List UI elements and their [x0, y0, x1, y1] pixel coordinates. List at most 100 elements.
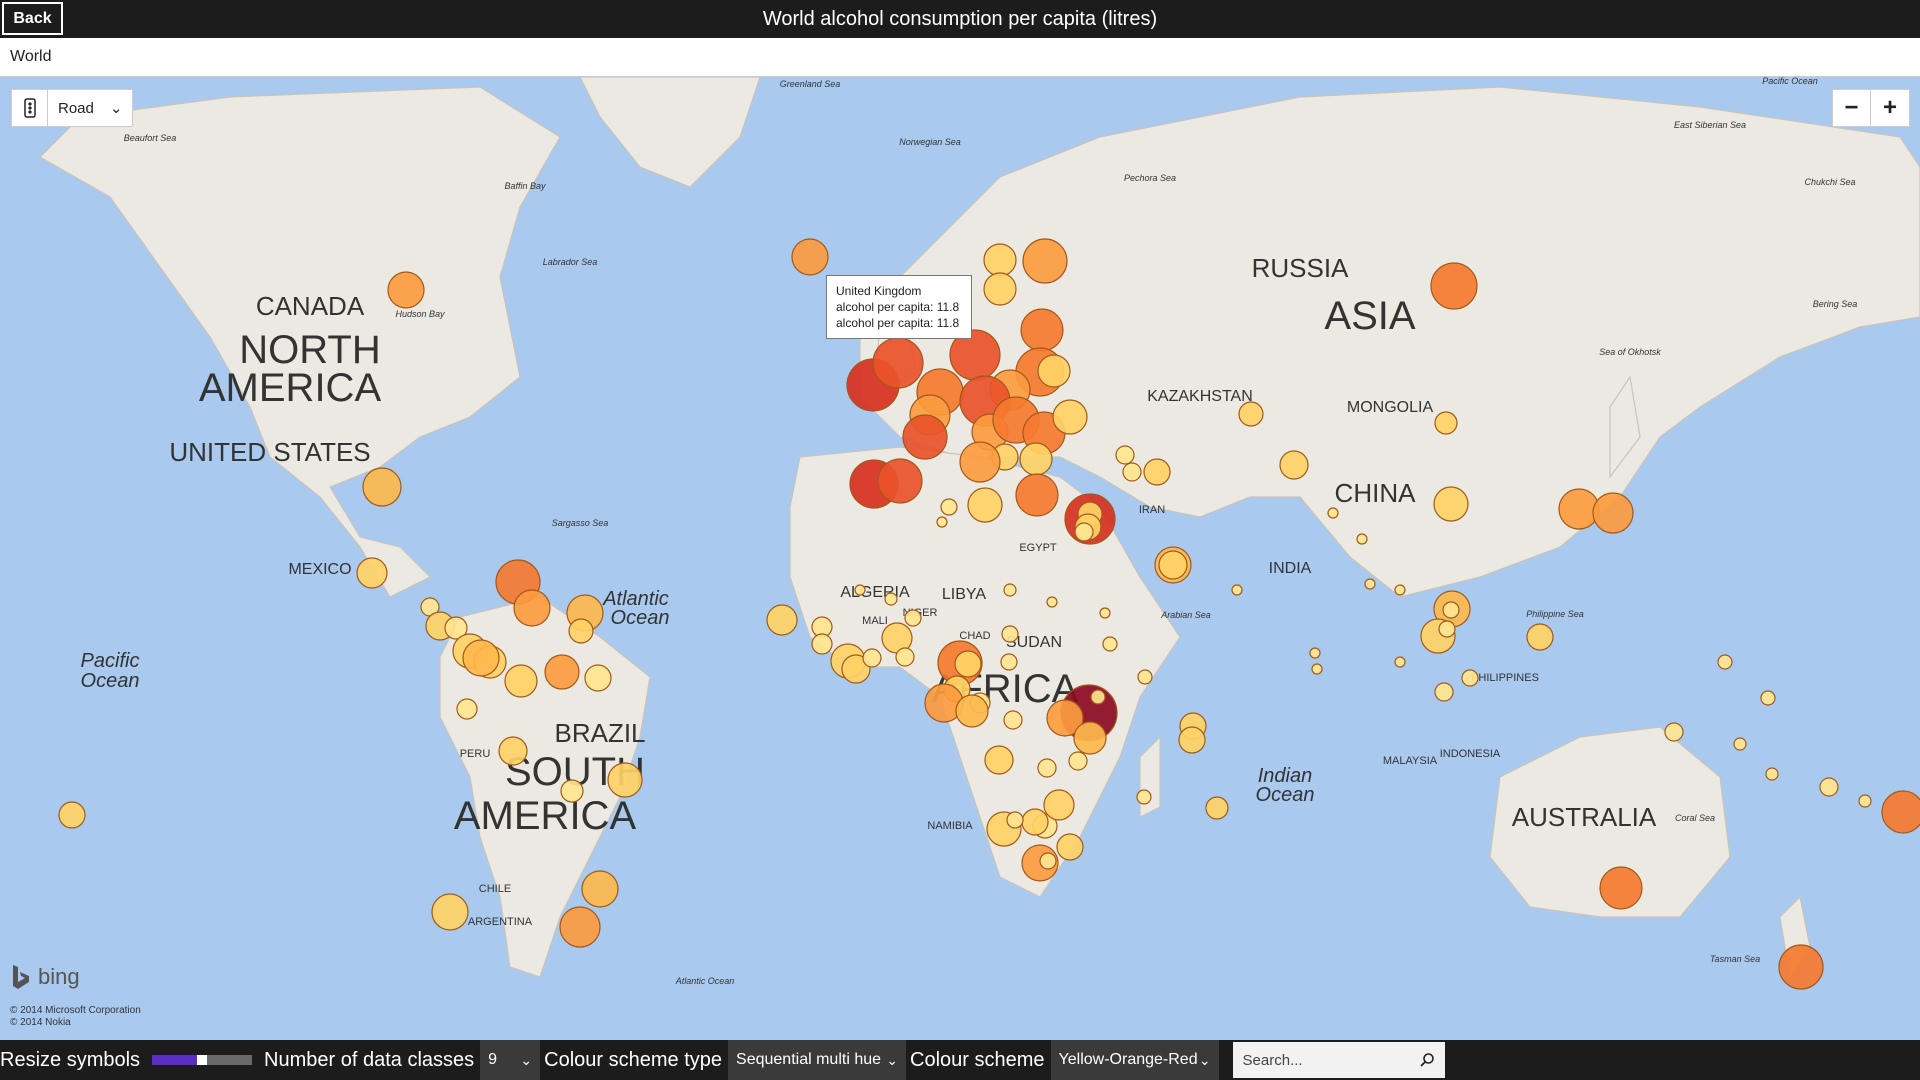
country-bubble[interactable]: [1090, 689, 1106, 705]
country-bubble[interactable]: [1074, 522, 1094, 542]
resize-symbols-slider[interactable]: [152, 1055, 253, 1065]
colour-scheme-dropdown[interactable]: Yellow-Orange-Red ⌄: [1050, 1040, 1219, 1080]
country-bubble[interactable]: [1001, 625, 1019, 643]
country-bubble[interactable]: [1394, 584, 1406, 596]
country-bubble[interactable]: [1099, 607, 1111, 619]
country-bubble[interactable]: [1037, 354, 1071, 388]
country-bubble[interactable]: [1022, 238, 1068, 284]
country-bubbles[interactable]: [58, 238, 1920, 990]
country-bubble[interactable]: [877, 458, 923, 504]
country-bubble[interactable]: [607, 762, 643, 798]
country-bubble[interactable]: [1433, 486, 1469, 522]
country-bubble[interactable]: [1115, 445, 1135, 465]
country-bubble[interactable]: [58, 801, 86, 829]
country-bubble[interactable]: [1015, 473, 1059, 517]
country-bubble[interactable]: [1003, 583, 1017, 597]
country-bubble[interactable]: [895, 647, 915, 667]
country-bubble[interactable]: [356, 557, 388, 589]
country-bubble[interactable]: [1006, 811, 1024, 829]
country-bubble[interactable]: [841, 654, 871, 684]
country-bubble[interactable]: [959, 441, 1001, 483]
country-bubble[interactable]: [1037, 758, 1057, 778]
map-canvas[interactable]: CANADA NORTH AMERICA UNITED STATES MEXICO RUS…: [0, 77, 1920, 1040]
country-bubble[interactable]: [1858, 794, 1872, 808]
country-bubble[interactable]: [559, 906, 601, 948]
country-bubble[interactable]: [1238, 401, 1264, 427]
country-bubble[interactable]: [431, 893, 469, 931]
country-bubble[interactable]: [568, 618, 594, 644]
search-input[interactable]: Search...: [1232, 1042, 1445, 1078]
country-bubble[interactable]: [954, 650, 982, 678]
country-bubble[interactable]: [581, 870, 619, 908]
country-bubble[interactable]: [967, 487, 1003, 523]
country-bubble[interactable]: [1019, 442, 1053, 476]
country-bubble[interactable]: [1068, 751, 1088, 771]
back-button[interactable]: Back: [2, 2, 63, 35]
country-bubble[interactable]: [1052, 399, 1088, 435]
breadcrumb[interactable]: World: [0, 38, 1920, 77]
country-bubble[interactable]: [1102, 636, 1118, 652]
country-bubble[interactable]: [1309, 647, 1321, 659]
country-bubble[interactable]: [1311, 663, 1323, 675]
country-bubble[interactable]: [1819, 777, 1839, 797]
country-bubble[interactable]: [1394, 656, 1406, 668]
zoom-in-button[interactable]: +: [1882, 94, 1897, 121]
country-bubble[interactable]: [1158, 550, 1188, 580]
country-bubble[interactable]: [862, 648, 882, 668]
country-bubble[interactable]: [854, 584, 866, 596]
country-bubble[interactable]: [1430, 262, 1478, 310]
country-bubble[interactable]: [1778, 944, 1824, 990]
zoom-out-button[interactable]: −: [1833, 90, 1871, 126]
country-bubble[interactable]: [1279, 450, 1309, 480]
country-bubble[interactable]: [1021, 808, 1049, 836]
country-bubble[interactable]: [1765, 767, 1779, 781]
country-bubble[interactable]: [560, 779, 584, 803]
country-bubble[interactable]: [1664, 722, 1684, 742]
country-bubble[interactable]: [872, 337, 924, 389]
country-bubble[interactable]: [1073, 721, 1107, 755]
country-bubble[interactable]: [1438, 620, 1456, 638]
scheme-type-dropdown[interactable]: Sequential multi hue ⌄: [728, 1040, 907, 1080]
country-bubble[interactable]: [584, 664, 612, 692]
country-bubble[interactable]: [1442, 601, 1460, 619]
country-bubble[interactable]: [1760, 690, 1776, 706]
breadcrumb-item-world[interactable]: World: [10, 48, 52, 65]
country-bubble[interactable]: [1046, 699, 1084, 737]
country-bubble[interactable]: [1881, 790, 1920, 834]
country-bubble[interactable]: [902, 414, 948, 460]
country-bubble[interactable]: [1043, 789, 1075, 821]
country-bubble[interactable]: [1733, 737, 1747, 751]
country-bubble[interactable]: [955, 694, 989, 728]
country-bubble[interactable]: [1178, 726, 1206, 754]
country-bubble[interactable]: [513, 589, 551, 627]
country-bubble[interactable]: [1137, 669, 1153, 685]
country-bubble[interactable]: [387, 271, 425, 309]
country-bubble[interactable]: [1205, 796, 1229, 820]
map-type-dropdown[interactable]: Road ⌄: [48, 90, 132, 126]
resize-slider-thumb[interactable]: [197, 1055, 208, 1065]
country-bubble[interactable]: [544, 654, 580, 690]
country-bubble[interactable]: [1003, 710, 1023, 730]
data-classes-dropdown[interactable]: 9 ⌄: [480, 1040, 541, 1080]
map-type-selector[interactable]: Road ⌄: [11, 89, 134, 127]
country-bubble[interactable]: [1056, 833, 1084, 861]
country-bubble[interactable]: [884, 592, 898, 606]
country-bubble[interactable]: [1461, 669, 1479, 687]
country-bubble[interactable]: [983, 243, 1017, 277]
country-bubble[interactable]: [1136, 789, 1152, 805]
country-bubble[interactable]: [791, 238, 829, 276]
country-bubble[interactable]: [462, 639, 500, 677]
country-bubble[interactable]: [444, 616, 468, 640]
country-bubble[interactable]: [983, 272, 1017, 306]
country-bubble[interactable]: [1599, 866, 1643, 910]
country-bubble[interactable]: [1356, 533, 1368, 545]
country-bubble[interactable]: [904, 609, 922, 627]
country-bubble[interactable]: [1039, 852, 1057, 870]
country-bubble[interactable]: [940, 498, 958, 516]
country-bubble[interactable]: [1020, 308, 1064, 352]
traffic-light-icon[interactable]: [12, 90, 48, 126]
country-bubble[interactable]: [1434, 411, 1458, 435]
country-bubble[interactable]: [766, 604, 798, 636]
country-bubble[interactable]: [936, 516, 948, 528]
